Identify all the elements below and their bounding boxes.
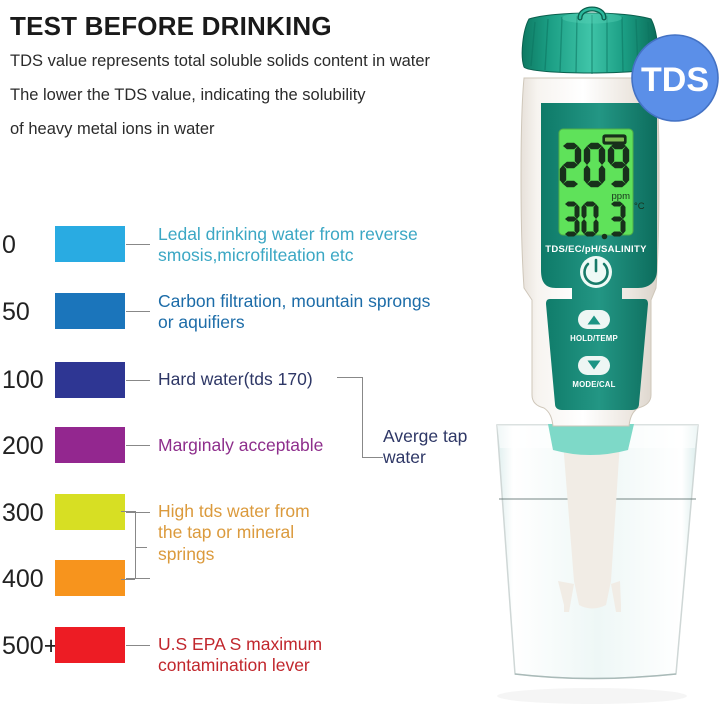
svg-text:TDS: TDS [641,61,709,99]
svg-text:TDS/EC/pH/SALINITY: TDS/EC/pH/SALINITY [545,244,647,255]
svg-text:ppm: ppm [612,191,631,202]
svg-text:MODE/CAL: MODE/CAL [572,380,615,389]
svg-text:°C: °C [634,201,645,212]
svg-text:HOLD/TEMP: HOLD/TEMP [570,334,618,343]
